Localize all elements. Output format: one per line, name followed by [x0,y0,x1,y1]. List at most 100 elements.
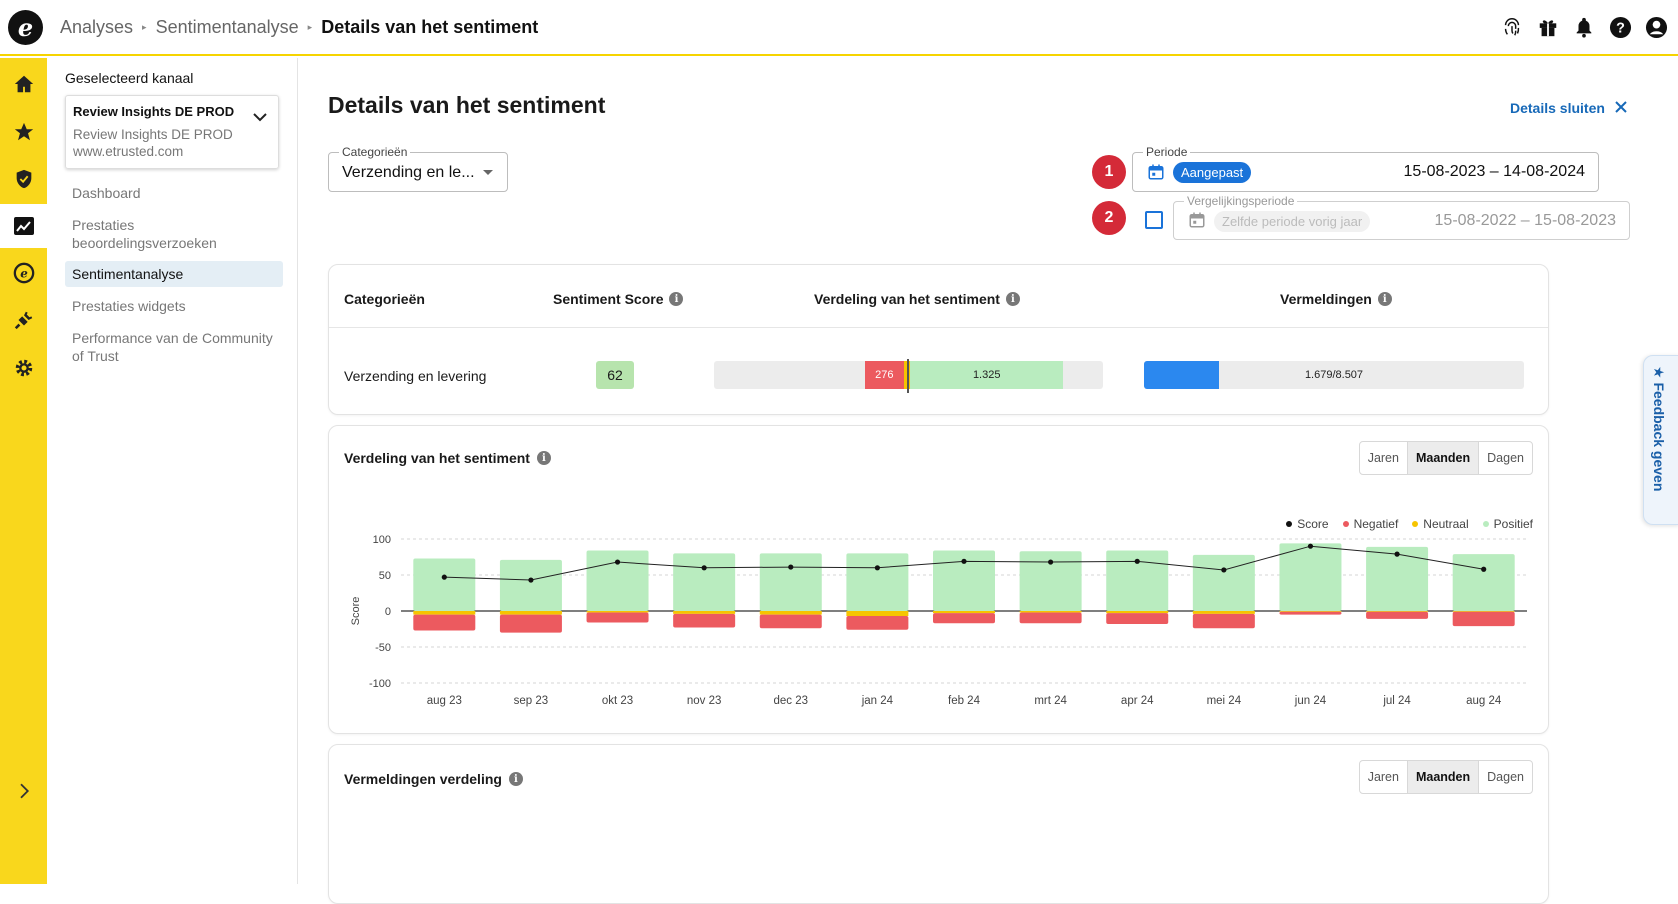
info-icon[interactable]: i [508,772,523,786]
x-tick-label: dec 23 [774,695,809,707]
nav-link-prestaties-widgets[interactable]: Prestaties widgets [72,298,186,314]
info-icon[interactable]: i [1005,292,1020,306]
legend-item[interactable]: Neutraal [1412,517,1469,531]
score-point [1221,567,1227,573]
close-icon [1615,100,1627,116]
x-tick-label: mei 24 [1207,695,1242,707]
legend-swatch [1286,521,1293,527]
breadcrumb-sentimentanalyse[interactable]: Sentimentanalyse [155,17,299,37]
breadcrumb: Analyses ▸ Sentimentanalyse ▸ Details va… [60,17,538,38]
close-details-button[interactable]: Details sluiten [1510,100,1627,116]
feedback-tab[interactable]: ★ Feedback geven [1643,355,1678,525]
x-tick-label: okt 23 [602,695,633,707]
page-title: Details van het sentiment [328,92,606,118]
chart-legend: Score Negatief Neutraal Positief [1286,517,1533,531]
column-header-sentiment-distribution: Verdeling van het sentiment i [814,291,1020,307]
compare-period-checkbox[interactable] [1145,211,1163,229]
channel-url: www.etrusted.com [73,144,184,159]
period-preset-chip[interactable]: Aangepast [1173,162,1252,183]
sentiment-distribution-card: Verdeling van het sentiment i Jaren Maand… [328,425,1549,734]
legend-item[interactable]: Score [1286,517,1329,531]
help-icon[interactable]: ? [1608,15,1632,39]
nav-link-community-of-trust[interactable]: Performance van de Community of Trust [72,330,273,364]
legend-item[interactable]: Negatief [1342,517,1398,531]
channel-selector[interactable]: Review Insights DE PROD Review Insights … [65,95,279,169]
category-select-value: Verzending en le... [342,164,475,181]
bar-positive [1192,554,1255,611]
toggle-jaren[interactable]: Jaren [1360,761,1408,793]
bar-neutral [499,611,562,615]
mentions-distribution-card: Vermeldingen verdeling i Jaren Maanden Da… [328,744,1549,904]
bar-positive [933,550,995,611]
home-icon[interactable] [0,62,47,106]
comparison-date-range: 15-08-2022 – 15-08-2023 [1434,212,1616,229]
y-tick-label: 0 [385,606,391,618]
bar-negative [759,614,822,629]
step-badge-2: 2 [1092,201,1126,235]
toggle-maanden[interactable]: Maanden [1407,761,1480,793]
bar-negative [846,616,909,630]
score-point [1134,558,1140,564]
analytics-icon[interactable] [0,204,47,248]
period-picker[interactable]: Periode Aangepast 15-08-2023 – 14-08-202… [1132,145,1599,192]
info-icon[interactable]: i [1377,292,1392,306]
granularity-toggle: Jaren Maanden Dagen [1358,441,1533,475]
mentions-fill [1144,361,1219,389]
legend-item[interactable]: Positief [1482,517,1533,531]
bar-neutral [846,611,909,617]
gift-icon[interactable] [1536,15,1560,39]
gear-icon[interactable] [0,346,47,390]
etrusted-coin-icon[interactable]: e [0,251,47,295]
x-tick-label: jul 24 [1382,695,1411,707]
nav-link-prestaties-beoordelingsverzoeken[interactable]: Prestaties beoordelingsverzoeken [72,217,217,251]
x-tick-label: jan 24 [861,695,894,707]
bar-neutral [1452,611,1515,612]
column-header-categories: Categorieën [344,291,425,307]
x-tick-label: aug 24 [1466,695,1502,707]
card-title: Vermeldingen verdeling i [344,771,523,787]
category-select[interactable]: Categorieën Verzending en le... [328,145,508,192]
sentiment-distribution-bar: 276 1.325 [714,359,1103,393]
bar-positive [499,559,562,611]
toggle-maanden[interactable]: Maanden [1407,442,1480,474]
etrusted-logo[interactable]: e [8,10,43,45]
expand-chevron-icon[interactable] [0,769,47,813]
bar-neutral [1192,611,1255,614]
toggle-dagen[interactable]: Dagen [1487,770,1524,784]
breadcrumb-current: Details van het sentiment [321,17,539,37]
y-tick-label: 50 [379,570,391,582]
toggle-dagen[interactable]: Dagen [1487,451,1524,465]
fingerprint-icon[interactable] [1500,15,1524,39]
nav-link-dashboard[interactable]: Dashboard [72,185,141,201]
channel-subtitle: Review Insights DE PROD [73,127,233,142]
bar-positive [846,553,909,611]
info-icon[interactable]: i [536,451,551,465]
calendar-icon [1147,163,1165,186]
toggle-jaren[interactable]: Jaren [1360,442,1408,474]
star-icon[interactable] [0,110,47,154]
x-tick-label: sep 23 [514,695,549,707]
chevron-down-icon [252,110,268,128]
legend-swatch [1342,521,1349,527]
positive-segment: 1.325 [910,361,1063,389]
bell-icon[interactable] [1572,15,1596,39]
close-details-label: Details sluiten [1510,100,1605,116]
bar-neutral [1366,611,1429,612]
bar-positive [1366,546,1429,611]
bar-neutral [1019,611,1082,613]
account-icon[interactable] [1644,15,1668,39]
nav-link-sentimentanalyse[interactable]: Sentimentanalyse [65,261,283,287]
breadcrumb-separator-icon: ▸ [307,22,313,32]
breadcrumb-separator-icon: ▸ [142,22,147,32]
breadcrumb-analyses[interactable]: Analyses [60,17,134,37]
score-point [1394,551,1400,557]
bar-negative [586,612,649,623]
feedback-label: ★ Feedback geven [1651,366,1667,492]
info-icon[interactable]: i [669,292,684,306]
plug-icon[interactable] [0,298,47,342]
score-point [1481,566,1487,572]
y-tick-label: 100 [373,534,391,546]
comparison-period-picker[interactable]: Vergelijkingsperiode Zelfde periode vori… [1173,194,1630,240]
shield-check-icon[interactable] [0,157,47,201]
card-title: Verdeling van het sentiment i [344,450,551,466]
